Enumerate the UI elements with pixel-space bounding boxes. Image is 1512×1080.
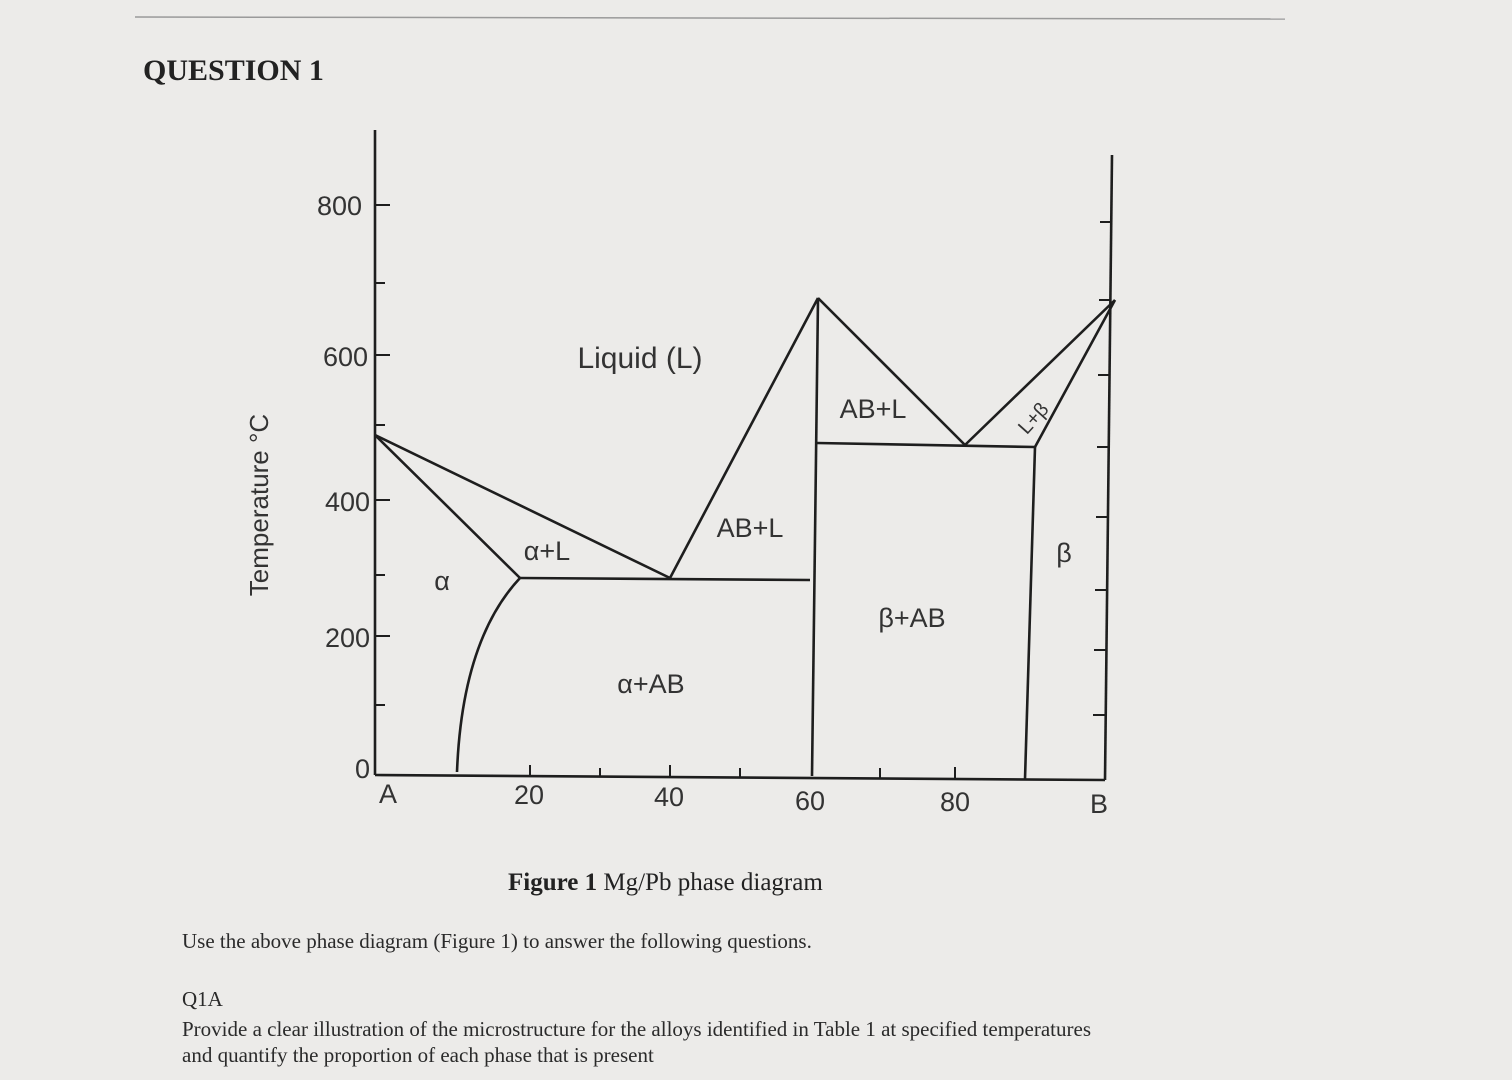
phase-diagram: Temperature °C 800 600 400 200 0 A 20 40… <box>244 130 1117 819</box>
liquidus-ab-left <box>668 297 820 579</box>
region-label: β <box>1056 538 1072 568</box>
eutectic-line-1 <box>519 576 811 582</box>
region-label: AB+L <box>840 394 907 424</box>
y-tick-label: 600 <box>323 342 368 372</box>
region-label: α+L <box>524 536 570 566</box>
y-axis-label: Temperature °C <box>244 414 274 596</box>
x-tick-label: B <box>1090 789 1108 819</box>
x-tick-label: 20 <box>514 780 544 810</box>
liquidus-alpha <box>374 433 671 580</box>
instructions: Use the above phase diagram (Figure 1) t… <box>182 929 812 953</box>
caption-label: Figure 1 <box>508 869 597 896</box>
y-tick-label: 200 <box>325 623 370 653</box>
solvus-alpha <box>455 577 521 773</box>
caption-text: Mg/Pb phase diagram <box>603 869 823 896</box>
solvus-beta <box>1023 446 1037 780</box>
x-tick-label: 60 <box>795 786 825 816</box>
liquidus-beta <box>964 299 1116 446</box>
region-label: α <box>434 566 450 596</box>
region-label: AB+L <box>717 513 784 543</box>
y-tick-label: 800 <box>317 191 362 221</box>
x-tick-label: 40 <box>654 782 684 812</box>
region-label: β+AB <box>878 603 945 633</box>
solidus-alpha <box>374 434 521 579</box>
tick-marks <box>375 204 1112 779</box>
region-label: Liquid (L) <box>577 342 702 375</box>
y-tick-label: 0 <box>355 754 370 784</box>
y-tick-label: 400 <box>325 487 370 517</box>
solidus-beta <box>1033 299 1117 448</box>
region-label: α+AB <box>617 669 684 699</box>
divider <box>134 16 1286 20</box>
question-title: QUESTION 1 <box>143 54 324 87</box>
q1a-text: Provide a clear illustration of the micr… <box>182 1017 1091 1067</box>
liquidus-ab-right <box>817 297 966 446</box>
x-axis <box>374 773 1106 782</box>
x-tick-label: 80 <box>940 787 970 817</box>
compound-ab <box>810 297 820 777</box>
x-tick-label: A <box>379 779 397 809</box>
figure-caption: Figure 1 Mg/Pb phase diagram <box>508 869 823 896</box>
eutectic-line-2 <box>816 441 1036 449</box>
right-axis <box>1103 154 1114 781</box>
q1a-label: Q1A <box>182 987 223 1011</box>
